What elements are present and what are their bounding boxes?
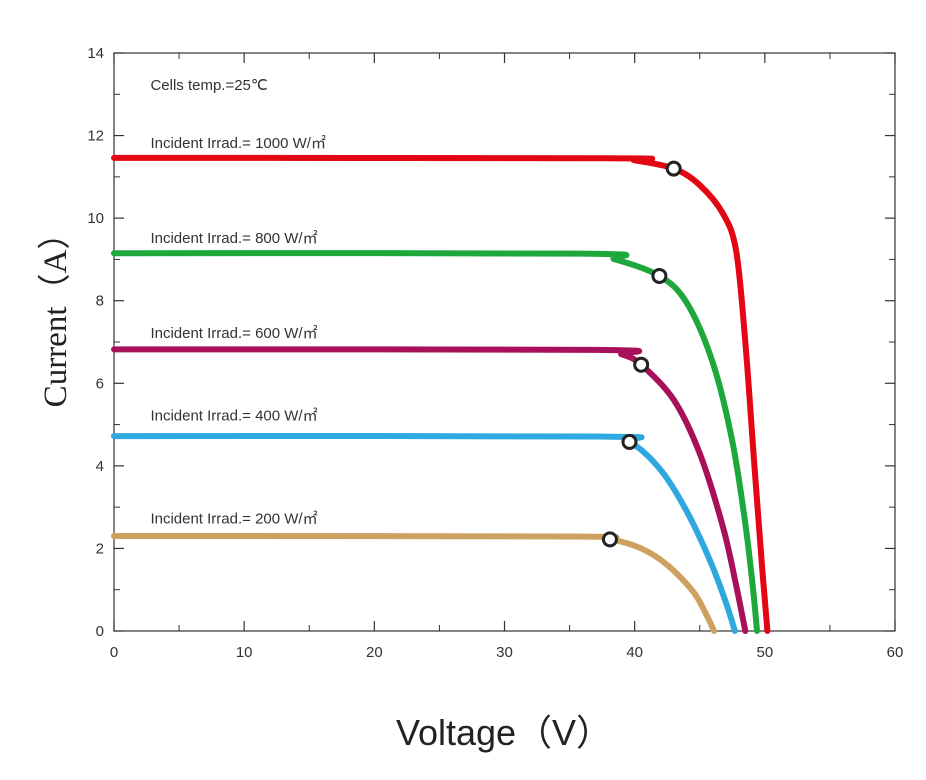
series-label: Incident Irrad.= 1000 W/㎡ — [150, 135, 326, 152]
series-label: Incident Irrad.= 400 W/㎡ — [150, 407, 317, 424]
series-line — [111, 346, 749, 634]
y-tick-label: 2 — [96, 540, 104, 557]
ticks — [113, 52, 896, 632]
y-tick-label: 4 — [96, 458, 104, 475]
x-tick-label: 0 — [110, 644, 118, 661]
y-tick-label: 0 — [96, 623, 104, 640]
series-label: Incident Irrad.= 800 W/㎡ — [150, 230, 317, 247]
temperature-annotation: Cells temp.=25℃ — [150, 77, 267, 94]
y-tick-label: 6 — [96, 375, 104, 392]
y-tick-label: 10 — [87, 210, 104, 227]
x-tick-label: 10 — [236, 644, 253, 661]
y-tick-label: 8 — [96, 293, 104, 310]
series-label: Incident Irrad.= 200 W/㎡ — [150, 511, 317, 528]
x-tick-label: 50 — [756, 644, 773, 661]
y-axis-label: Current（A） — [38, 217, 74, 408]
series-line — [111, 432, 738, 634]
y-tick-label: 14 — [87, 45, 104, 62]
series-line — [111, 154, 771, 634]
series-labels: Incident Irrad.= 1000 W/㎡ Incident Irrad.… — [150, 135, 326, 528]
x-tick-label: 40 — [626, 644, 643, 661]
mpp-marker — [621, 433, 638, 450]
mpp-marker — [651, 267, 668, 284]
x-tick-label: 60 — [887, 644, 904, 661]
series-line — [111, 533, 718, 634]
mpp-marker — [633, 356, 650, 373]
mpp-markers — [601, 160, 682, 548]
x-axis-label: Voltage（V） — [396, 712, 612, 753]
mpp-marker — [601, 531, 618, 548]
series-line — [111, 250, 761, 634]
x-tick-label: 20 — [366, 644, 383, 661]
tick-labels: 0 10 20 30 40 50 60 0 2 4 6 8 10 12 14 — [87, 45, 903, 661]
series-lines — [111, 154, 771, 634]
y-tick-label: 12 — [87, 128, 104, 145]
mpp-marker — [665, 160, 682, 177]
series-label: Incident Irrad.= 600 W/㎡ — [150, 325, 317, 342]
x-tick-label: 30 — [496, 644, 513, 661]
